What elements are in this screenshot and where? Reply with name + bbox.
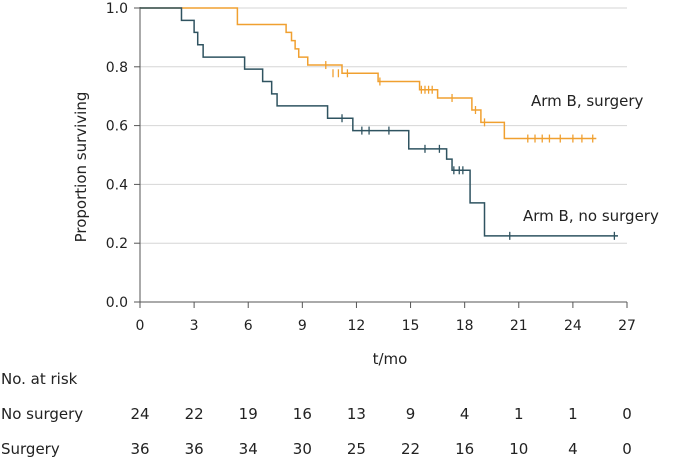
risk-value-1-4: 25 [347,440,366,458]
x-tick-label-5: 15 [402,318,420,334]
x-tick-label-3: 9 [298,318,307,334]
risk-table-values: 24 22 19 16 13 9 4 1 1 036 36 34 30 25 22 16 10 4 0 [130,405,631,458]
risk-value-0-0: 24 [130,405,149,423]
x-tick-label-2: 6 [244,318,253,334]
risk-value-0-9: 0 [622,405,632,423]
x-tick-label-9: 27 [618,318,636,334]
risk-value-0-7: 1 [514,405,524,423]
series-label-no-surgery: Arm B, no surgery [523,207,659,225]
x-tick-label-6: 18 [456,318,474,334]
series-label-surgery: Arm B, surgery [531,92,644,110]
risk-value-0-3: 16 [293,405,312,423]
risk-value-0-8: 1 [568,405,578,423]
censor-marks [325,61,616,240]
risk-value-1-8: 4 [568,440,578,458]
risk-value-1-0: 36 [130,440,149,458]
risk-value-1-5: 22 [401,440,420,458]
y-tick-label-4: 0.8 [106,60,128,76]
series-group [140,7,618,237]
risk-value-0-5: 9 [406,405,416,423]
risk-value-1-7: 10 [509,440,528,458]
tick-labels: 0 3 6 9 12 15 18 21 24 27 0.0 0.2 0.4 0.6 0.8 1.0 [106,1,636,334]
x-tick-label-4: 12 [348,318,366,334]
x-tick-label-1: 3 [190,318,199,334]
y-tick-label-0: 0.0 [106,295,128,311]
risk-value-1-3: 30 [293,440,312,458]
y-tick-label-2: 0.4 [106,177,128,193]
risk-value-1-9: 0 [622,440,632,458]
axes [134,7,628,308]
x-tick-label-7: 21 [510,318,528,334]
risk-table-title: No. at risk [1,370,78,388]
risk-value-1-6: 16 [455,440,474,458]
y-tick-label-1: 0.2 [106,236,128,252]
series-line-1 [140,7,618,237]
y-axis-title: Proportion surviving [72,92,90,243]
x-tick-label-8: 24 [564,318,582,334]
risk-value-0-2: 19 [239,405,258,423]
risk-value-0-4: 13 [347,405,366,423]
risk-value-0-1: 22 [185,405,204,423]
risk-value-1-2: 34 [239,440,258,458]
x-axis-title: t/mo [373,350,408,368]
risk-row-label-no-surgery: No surgery [1,405,83,423]
risk-row-label-surgery: Surgery [1,440,60,458]
risk-value-0-6: 4 [460,405,470,423]
y-tick-label-3: 0.6 [106,119,128,135]
series-line-0 [140,7,597,140]
y-tick-label-5: 1.0 [106,1,128,17]
risk-value-1-1: 36 [185,440,204,458]
x-tick-label-0: 0 [136,318,145,334]
labels-group: t/mo Proportion surviving Arm B, surgery… [1,92,659,458]
